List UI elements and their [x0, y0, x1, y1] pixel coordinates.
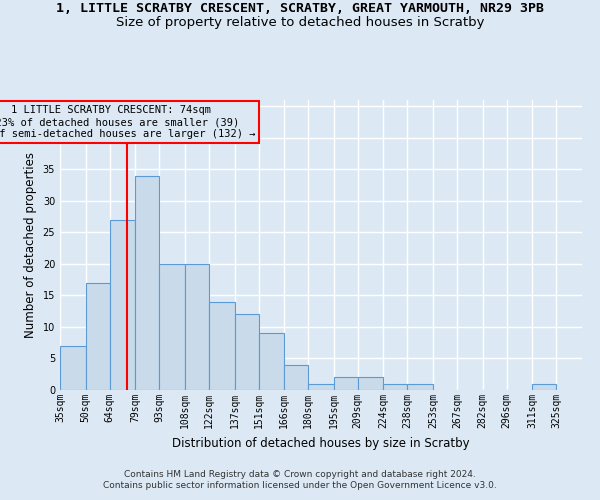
- Bar: [532, 384, 556, 390]
- Bar: [334, 378, 358, 390]
- Bar: [407, 384, 433, 390]
- Y-axis label: Number of detached properties: Number of detached properties: [24, 152, 37, 338]
- Bar: [209, 302, 235, 390]
- Bar: [159, 264, 185, 390]
- Bar: [383, 384, 407, 390]
- Text: Size of property relative to detached houses in Scratby: Size of property relative to detached ho…: [116, 16, 484, 29]
- Text: 1 LITTLE SCRATBY CRESCENT: 74sqm
← 23% of detached houses are smaller (39)
77% o: 1 LITTLE SCRATBY CRESCENT: 74sqm ← 23% o…: [0, 106, 255, 138]
- Text: Contains public sector information licensed under the Open Government Licence v3: Contains public sector information licen…: [103, 481, 497, 490]
- Bar: [284, 365, 308, 390]
- Text: 1, LITTLE SCRATBY CRESCENT, SCRATBY, GREAT YARMOUTH, NR29 3PB: 1, LITTLE SCRATBY CRESCENT, SCRATBY, GRE…: [56, 2, 544, 16]
- Bar: [308, 384, 334, 390]
- Bar: [136, 176, 159, 390]
- Text: Distribution of detached houses by size in Scratby: Distribution of detached houses by size …: [172, 438, 470, 450]
- Bar: [110, 220, 136, 390]
- Text: Contains HM Land Registry data © Crown copyright and database right 2024.: Contains HM Land Registry data © Crown c…: [124, 470, 476, 479]
- Bar: [358, 378, 383, 390]
- Bar: [60, 346, 86, 390]
- Bar: [235, 314, 259, 390]
- Bar: [185, 264, 209, 390]
- Bar: [86, 283, 110, 390]
- Bar: [259, 334, 284, 390]
